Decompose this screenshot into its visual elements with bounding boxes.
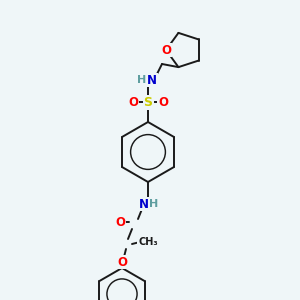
Text: O: O — [128, 95, 138, 109]
Text: N: N — [147, 74, 157, 86]
Text: H: H — [149, 199, 159, 209]
Text: O: O — [115, 215, 125, 229]
Text: N: N — [139, 197, 149, 211]
Text: O: O — [117, 256, 127, 268]
Text: H: H — [137, 75, 147, 85]
Text: CH₃: CH₃ — [138, 237, 158, 247]
Text: S: S — [143, 95, 152, 109]
Text: O: O — [158, 95, 168, 109]
Text: O: O — [161, 44, 171, 56]
